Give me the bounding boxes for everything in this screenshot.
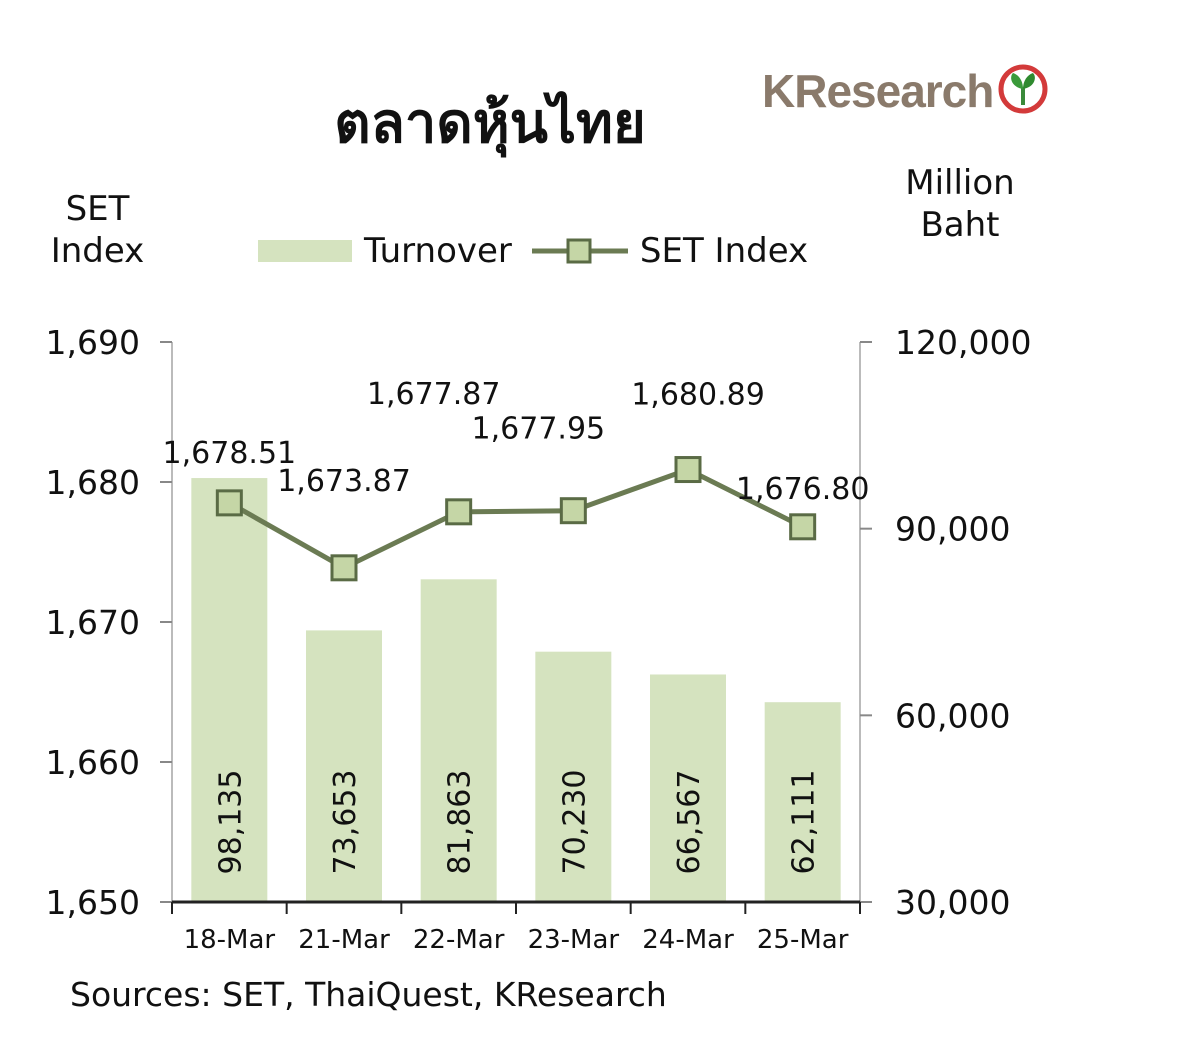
turnover-value-label: 62,111 xyxy=(787,770,822,875)
legend-label-set-index: SET Index xyxy=(639,231,809,271)
set-index-value-label: 1,676.80 xyxy=(736,472,870,507)
y-left-tick-label: 1,690 xyxy=(46,323,140,362)
kasikorn-leaf-logo-icon xyxy=(997,61,1049,121)
turnover-value-label: 66,567 xyxy=(672,770,707,875)
x-tick-label: 25-Mar xyxy=(757,925,849,955)
x-tick-label: 18-Mar xyxy=(184,925,276,955)
turnover-bar xyxy=(191,478,268,902)
turnover-bar xyxy=(764,702,841,902)
set-index-value-label: 1,680.89 xyxy=(631,378,765,413)
x-tick-label: 24-Mar xyxy=(642,925,734,955)
y-left-tick-label: 1,670 xyxy=(46,603,140,642)
legend-label-turnover: Turnover xyxy=(364,231,512,271)
turnover-bar xyxy=(535,651,612,902)
chart-title: ตลาดหุ้นไทย xyxy=(334,91,646,156)
set-index-point xyxy=(445,498,473,526)
y-right-axis-title: Million Baht xyxy=(905,163,1015,245)
turnover-value-label: 81,863 xyxy=(443,770,478,875)
source-note: Sources: SET, ThaiQuest, KResearch xyxy=(70,975,667,1014)
legend-bar-swatch xyxy=(258,240,352,262)
legend-line-swatch xyxy=(531,238,628,264)
x-tick-label: 23-Mar xyxy=(528,925,620,955)
x-tick-label: 22-Mar xyxy=(413,925,505,955)
legend-item-set-index: SET Index xyxy=(530,231,808,271)
turnover-bar xyxy=(306,630,382,902)
set-index-point xyxy=(789,513,817,541)
y-right-tick-label: 120,000 xyxy=(895,323,1031,362)
y-left-tick-label: 1,680 xyxy=(46,463,140,502)
legend-item-turnover: Turnover xyxy=(258,231,512,271)
y-right-tick-label: 30,000 xyxy=(895,883,1010,922)
turnover-value-label: 98,135 xyxy=(213,770,248,875)
x-tick-label: 21-Mar xyxy=(298,925,390,955)
set-index-point xyxy=(215,489,243,517)
turnover-value-label: 73,653 xyxy=(328,770,363,875)
y-left-axis-title: SET Index xyxy=(50,189,145,271)
y-right-tick-label: 90,000 xyxy=(895,510,1010,549)
y-left-tick-label: 1,660 xyxy=(46,743,140,782)
y-right-tick-label: 60,000 xyxy=(895,696,1010,735)
set-index-line xyxy=(228,466,804,571)
turnover-bar xyxy=(650,674,726,902)
set-index-point xyxy=(674,456,702,484)
legend: Turnover SET Index xyxy=(258,228,826,274)
kresearch-logo: KResearch xyxy=(762,60,1049,122)
turnover-value-label: 70,230 xyxy=(557,770,592,875)
set-index-point xyxy=(559,497,587,525)
turnover-bar xyxy=(420,579,497,902)
set-index-value-label: 1,673.87 xyxy=(277,464,411,499)
y-left-tick-label: 1,650 xyxy=(46,883,140,922)
logo-text: KResearch xyxy=(762,65,994,117)
set-index-point xyxy=(330,554,358,582)
set-index-value-label: 1,678.51 xyxy=(163,436,297,471)
set-index-value-label: 1,677.95 xyxy=(472,412,606,447)
set-index-value-label: 1,677.87 xyxy=(367,377,501,412)
